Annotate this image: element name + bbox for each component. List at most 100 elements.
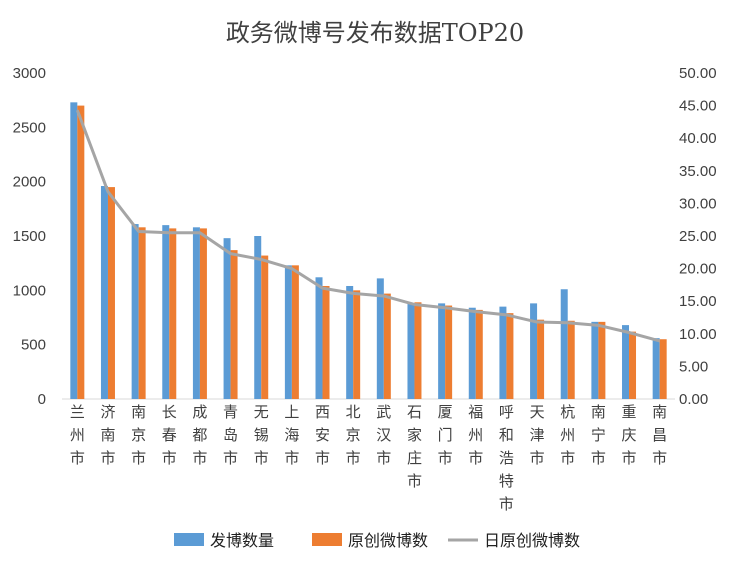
x-tick-label-char: 市: [530, 449, 545, 467]
y-right-tick-label: 50.00: [679, 65, 717, 82]
x-tick-label-char: 市: [70, 449, 85, 467]
bar-posts-7: [284, 265, 292, 399]
bar-posts-6: [254, 236, 262, 399]
y-right-tick-label: 25.00: [679, 228, 717, 245]
legend-swatch: [312, 533, 342, 546]
bar-original-15: [537, 319, 545, 399]
x-tick-label-char: 州: [468, 426, 483, 444]
y-left-tick-label: 2000: [13, 174, 46, 191]
x-tick-label-char: 西: [315, 403, 330, 421]
x-tick-label-char: 呼: [499, 403, 514, 421]
x-tick-label-char: 市: [622, 449, 637, 467]
y-left-tick-label: 0: [38, 391, 46, 408]
y-right-tick-label: 30.00: [679, 195, 717, 212]
legend-label: 发博数量: [210, 531, 274, 550]
x-tick-label-char: 市: [315, 449, 330, 467]
legend-swatch: [174, 533, 204, 546]
x-tick-label-char: 福: [468, 403, 483, 421]
x-tick-label-char: 天: [530, 403, 545, 421]
x-tick-label-char: 厦: [438, 403, 453, 421]
x-tick-label-char: 海: [284, 426, 299, 444]
bar-original-18: [629, 331, 637, 399]
bar-posts-3: [162, 225, 170, 399]
bar-posts-11: [407, 303, 415, 399]
x-tick-label-char: 汉: [376, 426, 391, 444]
bar-original-12: [445, 305, 453, 399]
x-tick-label-char: 市: [162, 449, 177, 467]
bar-original-10: [383, 293, 391, 399]
bar-original-7: [291, 265, 299, 399]
y-left-tick-label: 500: [21, 337, 46, 354]
x-tick-label-char: 庆: [622, 426, 637, 444]
x-tick-label-char: 石: [407, 403, 422, 421]
x-tick-label-char: 市: [284, 449, 299, 467]
x-tick-label-char: 市: [376, 449, 391, 467]
x-tick-label-char: 都: [192, 426, 207, 444]
x-tick-label-char: 南: [591, 403, 606, 421]
bar-posts-16: [560, 289, 568, 399]
y-right-tick-label: 10.00: [679, 326, 717, 343]
y-right-tick-label: 20.00: [679, 261, 717, 278]
x-tick-label-char: 岛: [223, 426, 238, 444]
x-tick-label-char: 市: [499, 495, 514, 513]
y-left-tick-label: 1500: [13, 228, 46, 245]
bar-original-6: [261, 255, 269, 399]
x-tick-label-char: 家: [407, 426, 422, 444]
x-tick-label-char: 津: [530, 426, 545, 444]
x-tick-label-char: 门: [438, 426, 453, 444]
bar-original-1: [107, 187, 115, 399]
legend-item-0: 发博数量: [174, 531, 274, 550]
bar-posts-14: [499, 306, 507, 399]
bar-original-19: [659, 339, 667, 399]
bar-original-17: [598, 321, 606, 399]
x-tick-label-char: 特: [499, 472, 514, 490]
y-right-tick-label: 0.00: [679, 391, 708, 408]
bar-posts-18: [622, 325, 630, 399]
legend: 发博数量 原创微博数 日原创微博数: [174, 531, 580, 550]
x-tick-label-char: 北: [346, 403, 361, 421]
x-tick-label-char: 市: [438, 449, 453, 467]
bar-original-3: [169, 228, 177, 399]
y-right-tick-label: 45.00: [679, 98, 717, 115]
x-tick-label-char: 宁: [591, 426, 606, 444]
x-tick-label-char: 市: [223, 449, 238, 467]
line-daily-original: [75, 109, 661, 343]
x-tick-label-char: 京: [346, 426, 361, 444]
y-left-tick-label: 1000: [13, 282, 46, 299]
bar-posts-4: [192, 227, 200, 399]
bar-original-4: [199, 228, 207, 399]
bar-original-16: [567, 320, 575, 399]
x-tick-label-char: 无: [254, 403, 269, 421]
bar-posts-13: [468, 307, 476, 399]
x-tick-label-char: 青: [223, 403, 238, 421]
bar-posts-10: [376, 278, 384, 399]
bar-original-13: [475, 309, 483, 399]
bar-original-9: [353, 290, 361, 399]
x-tick-label-char: 市: [346, 449, 361, 467]
x-tick-label-char: 南: [100, 426, 115, 444]
legend-label: 原创微博数: [348, 531, 428, 550]
x-tick-label-char: 州: [560, 426, 575, 444]
x-tick-label-char: 和: [499, 426, 514, 444]
bar-posts-5: [223, 238, 231, 399]
x-tick-label-char: 济: [100, 403, 115, 421]
x-tick-label-char: 市: [560, 449, 575, 467]
bar-original-14: [506, 313, 514, 399]
bar-posts-12: [438, 303, 446, 399]
x-tick-label-char: 成: [192, 403, 207, 421]
legend-item-1: 原创微博数: [312, 531, 428, 550]
bar-original-5: [230, 250, 238, 399]
x-tick-label-char: 市: [591, 449, 606, 467]
x-tick-label-char: 市: [652, 449, 667, 467]
x-tick-label-char: 南: [131, 403, 146, 421]
x-tick-label-char: 重: [622, 403, 637, 421]
y-right-tick-label: 15.00: [679, 293, 717, 310]
x-tick-label-char: 长: [162, 403, 177, 421]
y-right-tick-label: 40.00: [679, 130, 717, 147]
bar-original-0: [77, 105, 85, 399]
x-tick-label-char: 安: [315, 426, 330, 444]
x-tick-label-char: 市: [468, 449, 483, 467]
legend-label: 日原创微博数: [484, 531, 580, 550]
x-tick-label-char: 浩: [499, 449, 514, 467]
